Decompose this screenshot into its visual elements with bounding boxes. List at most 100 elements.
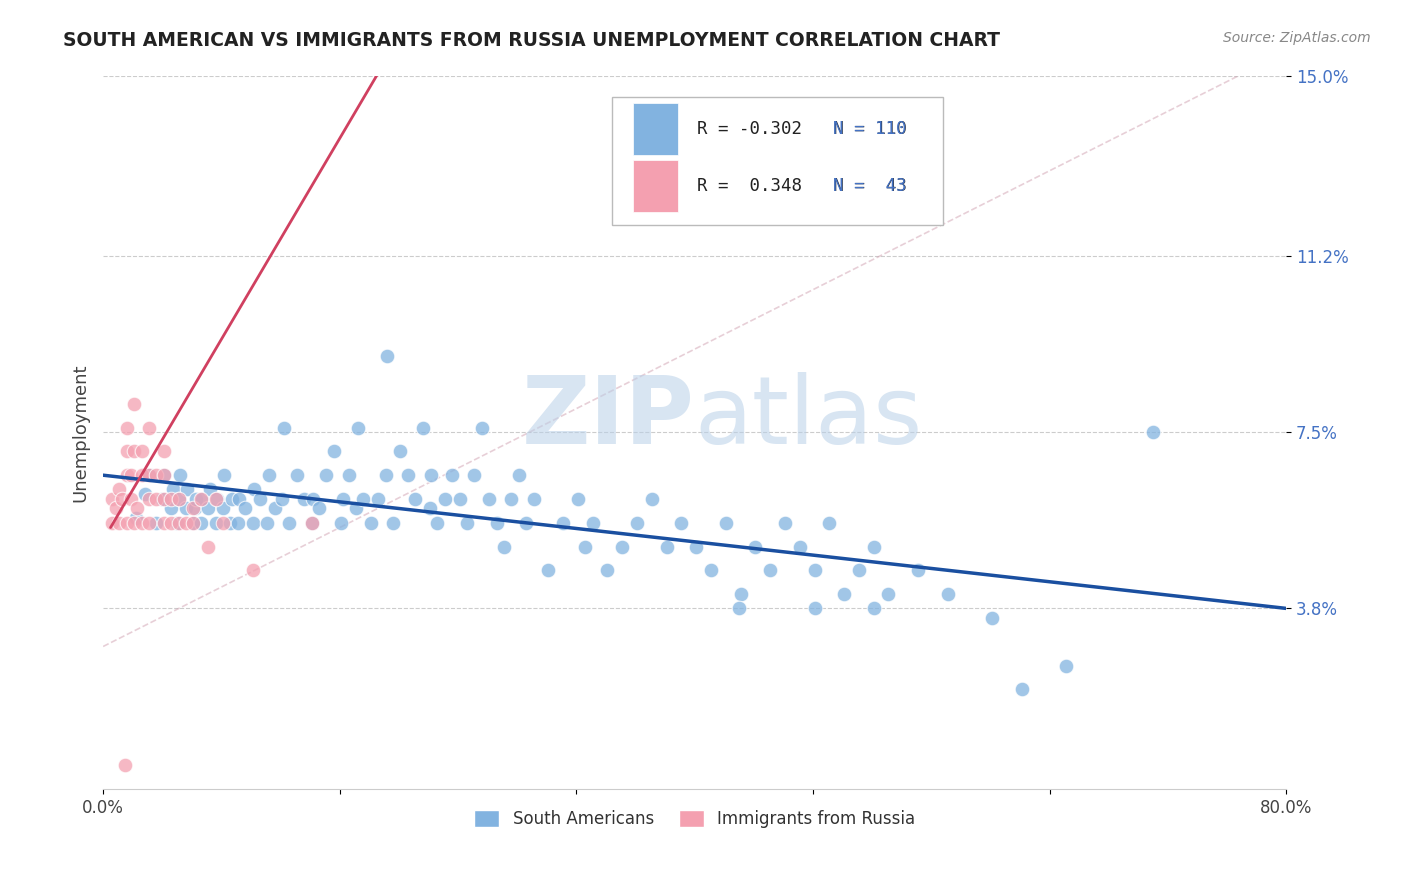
Point	[233, 501, 256, 516]
Point	[596, 563, 619, 577]
Point	[773, 516, 796, 530]
Point	[419, 501, 441, 516]
Point	[257, 468, 280, 483]
Point	[150, 491, 173, 506]
Point	[330, 516, 353, 530]
Point	[375, 349, 398, 363]
FancyBboxPatch shape	[612, 97, 943, 226]
Point	[463, 468, 485, 483]
Text: N = 110: N = 110	[834, 120, 907, 138]
Point	[671, 516, 693, 530]
Point	[138, 516, 160, 530]
Point	[190, 516, 212, 530]
Point	[574, 540, 596, 554]
Point	[471, 420, 494, 434]
Point	[122, 516, 145, 530]
Point	[111, 491, 134, 506]
Point	[108, 483, 131, 497]
Point	[120, 491, 142, 506]
Point	[115, 420, 138, 434]
Legend: South Americans, Immigrants from Russia: South Americans, Immigrants from Russia	[468, 803, 922, 834]
Point	[292, 491, 315, 506]
Point	[1011, 682, 1033, 697]
Point	[145, 491, 167, 506]
Point	[176, 483, 198, 497]
Point	[191, 491, 214, 506]
Point	[204, 516, 226, 530]
Point	[478, 491, 501, 506]
Point	[101, 516, 124, 530]
Point	[184, 501, 207, 516]
Point	[360, 516, 382, 530]
Point	[936, 587, 959, 601]
Point	[301, 516, 323, 530]
Point	[389, 444, 412, 458]
Point	[553, 516, 575, 530]
Point	[759, 563, 782, 577]
Point	[167, 491, 190, 506]
Point	[120, 468, 142, 483]
Point	[152, 468, 174, 483]
Point	[273, 420, 295, 434]
Point	[612, 540, 634, 554]
Point	[242, 516, 264, 530]
Point	[160, 516, 183, 530]
Bar	[633, 161, 678, 211]
Point	[138, 468, 160, 483]
Point	[197, 501, 219, 516]
Point	[183, 516, 205, 530]
Text: SOUTH AMERICAN VS IMMIGRANTS FROM RUSSIA UNEMPLOYMENT CORRELATION CHART: SOUTH AMERICAN VS IMMIGRANTS FROM RUSSIA…	[63, 31, 1000, 50]
Point	[285, 468, 308, 483]
Point	[374, 468, 396, 483]
Text: R =  0.348   N =  43: R = 0.348 N = 43	[697, 178, 907, 195]
Point	[367, 491, 389, 506]
Point	[138, 420, 160, 434]
Point	[655, 540, 678, 554]
Point	[346, 420, 368, 434]
Point	[221, 491, 243, 506]
Point	[214, 468, 236, 483]
Point	[131, 516, 153, 530]
Point	[198, 483, 221, 497]
Point	[205, 491, 228, 506]
Point	[228, 491, 250, 506]
Point	[492, 540, 515, 554]
Point	[730, 587, 752, 601]
Point	[315, 468, 337, 483]
Point	[301, 516, 323, 530]
Bar	[633, 103, 678, 154]
Text: R = -0.302   N = 110: R = -0.302 N = 110	[697, 120, 907, 138]
Point	[115, 516, 138, 530]
Y-axis label: Unemployment: Unemployment	[72, 363, 89, 501]
Point	[160, 501, 183, 516]
Point	[145, 516, 167, 530]
Point	[162, 483, 184, 497]
Point	[485, 516, 508, 530]
Point	[174, 501, 197, 516]
Point	[382, 516, 405, 530]
Point	[256, 516, 278, 530]
Point	[174, 516, 197, 530]
Point	[537, 563, 560, 577]
Point	[426, 516, 449, 530]
Point	[212, 501, 235, 516]
Point	[332, 491, 354, 506]
Point	[197, 540, 219, 554]
Point	[271, 491, 294, 506]
Point	[167, 491, 190, 506]
Point	[169, 468, 191, 483]
Point	[138, 491, 160, 506]
Point	[278, 516, 301, 530]
Point	[127, 501, 149, 516]
Point	[183, 501, 205, 516]
Point	[105, 501, 128, 516]
Point	[131, 468, 153, 483]
Point	[190, 491, 212, 506]
Point	[122, 397, 145, 411]
Point	[134, 487, 156, 501]
Point	[789, 540, 811, 554]
Point	[101, 491, 124, 506]
Text: ZIP: ZIP	[522, 372, 695, 464]
Point	[404, 491, 426, 506]
Point	[803, 563, 825, 577]
